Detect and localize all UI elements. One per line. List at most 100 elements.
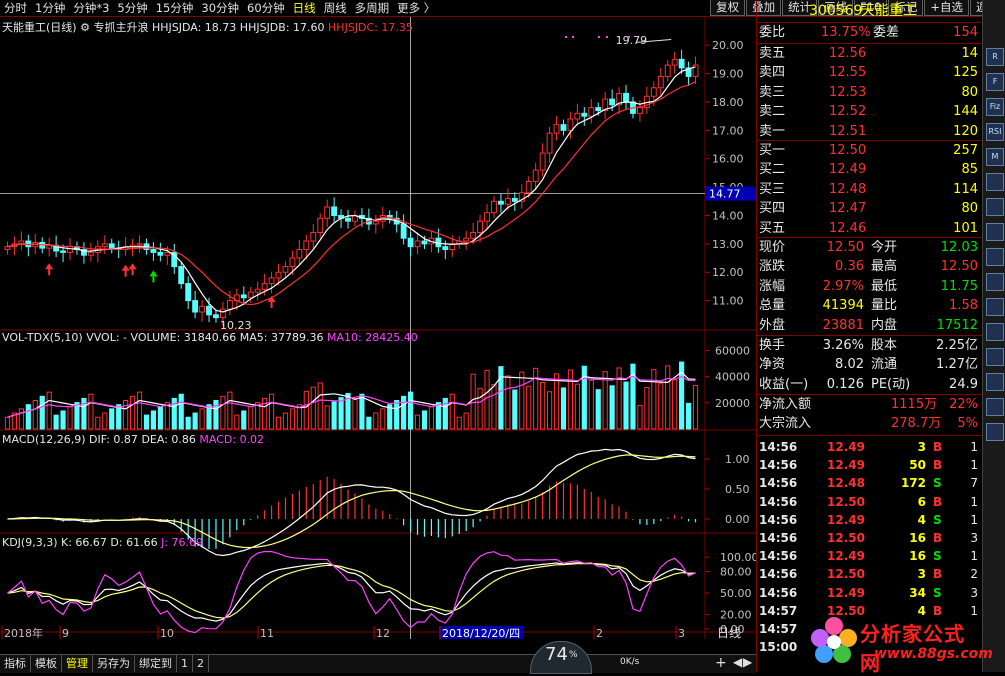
- tick-volume: 6: [917, 494, 926, 509]
- candle: [400, 223, 407, 239]
- candle: [497, 200, 504, 205]
- bottom-tab-0[interactable]: 指标: [0, 655, 31, 672]
- tick-price: 12.50: [827, 567, 865, 582]
- net-rate: 0K/s: [620, 657, 640, 667]
- volume-bar: [477, 387, 483, 430]
- tick-row: 14:57 12.50 4 B 1: [757, 602, 982, 620]
- volume-bar: [352, 397, 358, 430]
- tool-button-6[interactable]: +自选: [924, 0, 969, 16]
- tool-button-4[interactable]: F10: [854, 0, 888, 16]
- volume-bar: [157, 406, 163, 430]
- candle: [518, 192, 525, 202]
- tool-icon-1[interactable]: F: [986, 73, 1004, 91]
- tick-row: 14:56 12.49 34 S 3: [757, 584, 982, 602]
- candle: [553, 124, 560, 134]
- tool-button-2[interactable]: 统计: [782, 0, 818, 16]
- right-arrow-icon[interactable]: ▶: [743, 655, 753, 669]
- tool-icon-10[interactable]: [986, 298, 1004, 316]
- bottom-tab-1[interactable]: 模板: [31, 655, 62, 672]
- period-tab-4[interactable]: 15分钟: [155, 1, 194, 15]
- candle: [491, 200, 497, 214]
- macd-dif: DIF: 0.87: [89, 433, 138, 446]
- bid-row: 买二 12.49 85: [757, 160, 982, 179]
- kline-chart[interactable]: 20.0019.0018.0017.0016.0015.0014.0013.00…: [0, 17, 756, 639]
- volume-bar: [150, 410, 157, 430]
- signal-arrow-icon: [267, 295, 276, 308]
- watermark: 分析家公式网 www.88gs.com: [810, 614, 993, 675]
- tool-icon-7[interactable]: [986, 223, 1004, 241]
- tool-icon-12[interactable]: [986, 348, 1004, 366]
- high-annotation: 19.79: [616, 34, 648, 47]
- volume-bar: [380, 408, 386, 430]
- ma-line-2: [7, 80, 696, 306]
- kdj-d-line: [7, 562, 696, 619]
- tool-icon-15[interactable]: [986, 423, 1004, 441]
- period-tab-9[interactable]: 多周期: [354, 1, 390, 15]
- stat-value: 12.50: [940, 259, 978, 275]
- period-tab-8[interactable]: 周线: [323, 1, 347, 15]
- crosshair-date-box: [439, 626, 523, 639]
- candle: [324, 206, 331, 219]
- period-tab-0[interactable]: 分时: [4, 1, 27, 15]
- stat2-label: 流通: [871, 357, 898, 373]
- period-tab-3[interactable]: 5分钟: [117, 1, 148, 15]
- add-icon[interactable]: +: [715, 655, 727, 671]
- period-tab-5[interactable]: 30分钟: [201, 1, 240, 15]
- bottom-tab-4[interactable]: 绑定到: [135, 655, 177, 672]
- stat2-row: 收益(一) 0.126 PE(动) 24.9: [757, 375, 982, 394]
- tool-icon-3[interactable]: RSI: [986, 123, 1004, 141]
- ask-volume: 14: [961, 46, 978, 61]
- macd-name: MACD(12,26,9): [2, 433, 86, 446]
- bottom-tab-6[interactable]: 2: [193, 655, 209, 672]
- tick-price: 12.49: [827, 512, 865, 527]
- stat-value: 12.03: [940, 240, 978, 255]
- volume-bar: [185, 416, 191, 430]
- tool-icon-8[interactable]: [986, 248, 1004, 266]
- tool-icon-14[interactable]: [986, 398, 1004, 416]
- bid-row: 买四 12.47 80: [757, 199, 982, 218]
- tool-button-1[interactable]: 叠加: [746, 0, 782, 16]
- tick-time: 14:56: [759, 567, 798, 582]
- period-tab-2[interactable]: 分钟*3: [73, 1, 110, 15]
- stat2-label: 净资: [759, 357, 786, 373]
- tool-button-0[interactable]: 复权: [710, 0, 746, 16]
- candle: [289, 257, 296, 268]
- tool-button-3[interactable]: 画线: [818, 0, 854, 16]
- settings-icon[interactable]: ⚙: [80, 21, 90, 34]
- tool-icon-5[interactable]: [986, 173, 1004, 191]
- tool-icon-4[interactable]: M: [986, 148, 1004, 166]
- stat-label: 最低: [871, 278, 898, 294]
- period-tab-6[interactable]: 60分钟: [247, 1, 285, 15]
- indicator-name: 专抓主升浪: [93, 21, 149, 34]
- tool-icon-9[interactable]: [986, 273, 1004, 291]
- tick-side: S: [933, 585, 942, 600]
- candle: [206, 305, 212, 316]
- volume-bar: [366, 416, 372, 430]
- tick-volume: 16: [909, 549, 926, 564]
- volume-bar: [540, 381, 546, 430]
- volume-bar: [581, 365, 587, 430]
- volume-bar: [567, 369, 574, 430]
- tool-icon-0[interactable]: R: [986, 48, 1004, 66]
- bottom-tab-2[interactable]: 管理: [62, 655, 93, 672]
- volume-bar: [435, 402, 441, 430]
- candle: [595, 107, 602, 111]
- tool-icon-2[interactable]: Fiz: [986, 98, 1004, 116]
- volume-bar: [289, 408, 296, 430]
- volume-bar: [296, 404, 302, 430]
- tool-icon-11[interactable]: [986, 323, 1004, 341]
- volume-bar: [533, 367, 539, 430]
- period-tab-7[interactable]: 日线: [292, 1, 316, 15]
- tool-icon-6[interactable]: [986, 198, 1004, 216]
- tool-icon-13[interactable]: [986, 373, 1004, 391]
- candle: [108, 243, 115, 249]
- period-tab-10[interactable]: 更多 〉: [397, 1, 436, 15]
- bid-label: 买三: [759, 181, 786, 197]
- bottom-tab-3[interactable]: 另存为: [93, 655, 135, 672]
- price-axis-label: 20.00: [712, 39, 744, 52]
- period-tab-1[interactable]: 1分钟: [35, 1, 66, 15]
- tool-button-5[interactable]: 标记: [888, 0, 924, 16]
- bottom-tab-5[interactable]: 1: [177, 655, 193, 672]
- left-arrow-icon[interactable]: ◀: [733, 655, 743, 669]
